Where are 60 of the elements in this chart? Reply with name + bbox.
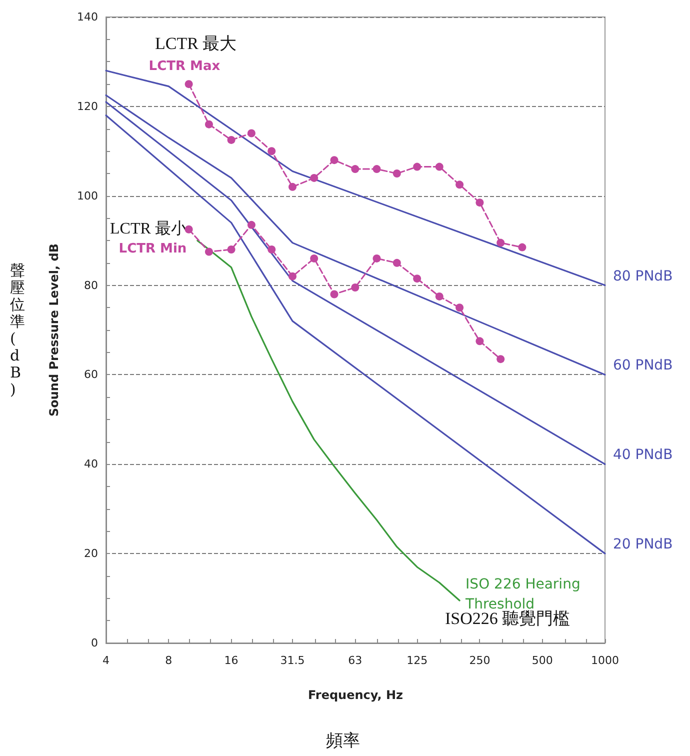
point — [288, 182, 297, 191]
point — [204, 120, 213, 128]
point — [330, 156, 338, 164]
point — [204, 248, 213, 256]
point — [330, 290, 338, 298]
point — [247, 129, 256, 138]
series-label: LCTR Min — [118, 241, 187, 256]
y-tick-label: 120 — [77, 100, 98, 113]
point — [268, 246, 276, 254]
point — [288, 272, 297, 280]
x-tick-label: 8 — [165, 654, 172, 667]
x-tick-label: 4 — [102, 654, 110, 667]
point — [456, 304, 464, 312]
x-tick-label: 31.5 — [280, 654, 305, 667]
x-tick-label: 125 — [406, 654, 428, 667]
x-tick-label: 63 — [348, 654, 362, 667]
point — [518, 243, 526, 252]
point — [310, 174, 318, 182]
point — [351, 284, 360, 292]
y-tick-label: 20 — [84, 547, 98, 560]
series-label: 60 PNdB — [613, 358, 673, 374]
y-axis-title: Sound Pressure Level, dB — [47, 244, 61, 416]
point — [476, 198, 484, 207]
series-label: LCTR Max — [148, 59, 221, 74]
point — [456, 180, 464, 189]
series-label: 20 PNdB — [613, 536, 673, 553]
point — [476, 337, 484, 346]
x-tick-label: 16 — [224, 654, 238, 667]
y-tick-label: 60 — [84, 368, 98, 382]
point — [435, 162, 444, 171]
y-tick-label: 40 — [84, 458, 98, 471]
x-tick-label: 1000 — [591, 654, 619, 667]
annotation: LCTR 最大 — [155, 34, 237, 53]
point — [310, 254, 318, 262]
point — [351, 165, 360, 174]
point — [413, 274, 422, 283]
point — [247, 220, 256, 229]
point — [496, 355, 505, 364]
x-tick-label: 500 — [532, 654, 553, 667]
x-axis-title: Frequency, Hz — [308, 688, 404, 702]
point — [184, 80, 193, 88]
text: 頻率 — [326, 731, 360, 750]
y-tick-label: 80 — [84, 278, 98, 292]
point — [392, 258, 401, 267]
point — [372, 165, 381, 174]
point — [392, 170, 401, 178]
point — [227, 246, 236, 254]
text: 聲壓位準(dB) — [10, 262, 25, 398]
point — [413, 162, 422, 171]
point — [227, 136, 236, 144]
series-label: 40 PNdB — [613, 447, 673, 464]
point — [268, 147, 276, 156]
y-tick-label: 0 — [91, 636, 98, 650]
y-tick-label: 140 — [77, 10, 98, 24]
point — [496, 238, 505, 247]
point — [435, 292, 444, 300]
y-tick-label: 100 — [77, 189, 98, 202]
x-tick-label: 250 — [469, 654, 490, 667]
point — [372, 254, 381, 262]
series-label: 80 PNdB — [613, 268, 673, 284]
